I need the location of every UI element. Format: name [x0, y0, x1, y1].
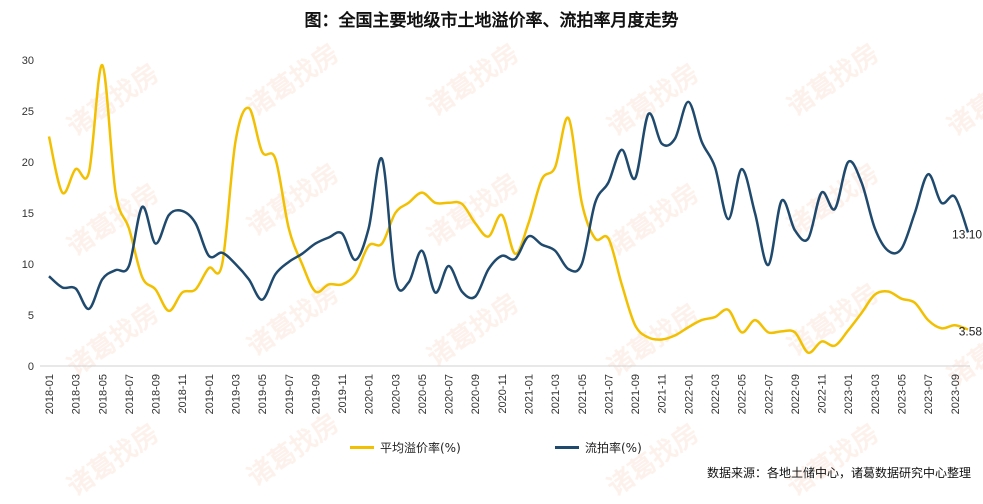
- x-tick-label: 2019-07: [284, 374, 296, 414]
- x-tick-label: 2020-07: [444, 374, 456, 414]
- x-tick-label: 2020-05: [417, 374, 429, 414]
- x-tick-label: 2018-07: [124, 374, 136, 414]
- x-tick-label: 2021-11: [657, 374, 669, 414]
- x-tick-label: 2022-11: [817, 374, 829, 414]
- x-tick-label: 2018-01: [44, 374, 56, 414]
- x-tick-label: 2022-05: [737, 374, 749, 414]
- x-tick-label: 2020-11: [497, 374, 509, 414]
- x-tick-label: 2019-01: [204, 374, 216, 414]
- y-tick-label: 0: [28, 361, 34, 373]
- y-tick-label: 15: [22, 208, 34, 220]
- unsold-rate-line: [49, 102, 968, 309]
- x-tick-label: 2018-09: [151, 374, 163, 414]
- x-tick-label: 2018-03: [71, 374, 83, 414]
- x-tick-label: 2020-03: [390, 374, 402, 414]
- x-tick-label: 2018-11: [177, 374, 189, 414]
- y-tick-label: 20: [22, 157, 34, 169]
- legend-item-premium-rate: 平均溢价率(%): [350, 439, 461, 456]
- end-value-label: 3.58: [959, 324, 983, 338]
- x-tick-label: 2020-09: [470, 374, 482, 414]
- premium-rate-line: [49, 65, 968, 353]
- y-tick-label: 5: [28, 310, 34, 322]
- x-tick-label: 2020-01: [364, 374, 376, 414]
- legend-item-unsold-rate: 流拍率(%): [555, 439, 642, 456]
- x-tick-label: 2019-05: [257, 374, 269, 414]
- line-chart: 0 5 10 15 20 25 30 2018-01 2018-03 2018-05 2018-07…: [0, 0, 983, 488]
- x-tick-label: 2019-11: [337, 374, 349, 414]
- x-tick-label: 2023-01: [843, 374, 855, 414]
- x-tick-label: 2023-09: [950, 374, 962, 414]
- x-tick-label: 2018-05: [97, 374, 109, 414]
- y-tick-label: 25: [22, 106, 34, 118]
- end-value-label: 13.10: [952, 227, 982, 241]
- legend-label: 流拍率(%): [585, 439, 642, 456]
- x-tick-label: 2022-09: [790, 374, 802, 414]
- x-tick-label: 2019-09: [310, 374, 322, 414]
- x-tick-label: 2022-07: [763, 374, 775, 414]
- x-tick-label: 2023-05: [896, 374, 908, 414]
- x-tick-label: 2022-01: [683, 374, 695, 414]
- legend-swatch: [350, 446, 374, 449]
- x-tick-label: 2019-03: [230, 374, 242, 414]
- x-tick-label: 2021-01: [524, 374, 536, 414]
- x-tick-label: 2021-09: [630, 374, 642, 414]
- x-tick-label: 2023-03: [870, 374, 882, 414]
- y-tick-label: 30: [22, 55, 34, 67]
- y-tick-label: 10: [22, 259, 34, 271]
- x-tick-label: 2022-03: [710, 374, 722, 414]
- legend-swatch: [555, 446, 579, 449]
- x-tick-label: 2021-03: [550, 374, 562, 414]
- x-tick-label: 2021-05: [577, 374, 589, 414]
- source-note: 数据来源：各地土储中心，诸葛数据研究中心整理: [707, 464, 971, 481]
- x-tick-label: 2023-07: [923, 374, 935, 414]
- legend-label: 平均溢价率(%): [380, 439, 461, 456]
- x-tick-label: 2021-07: [603, 374, 615, 414]
